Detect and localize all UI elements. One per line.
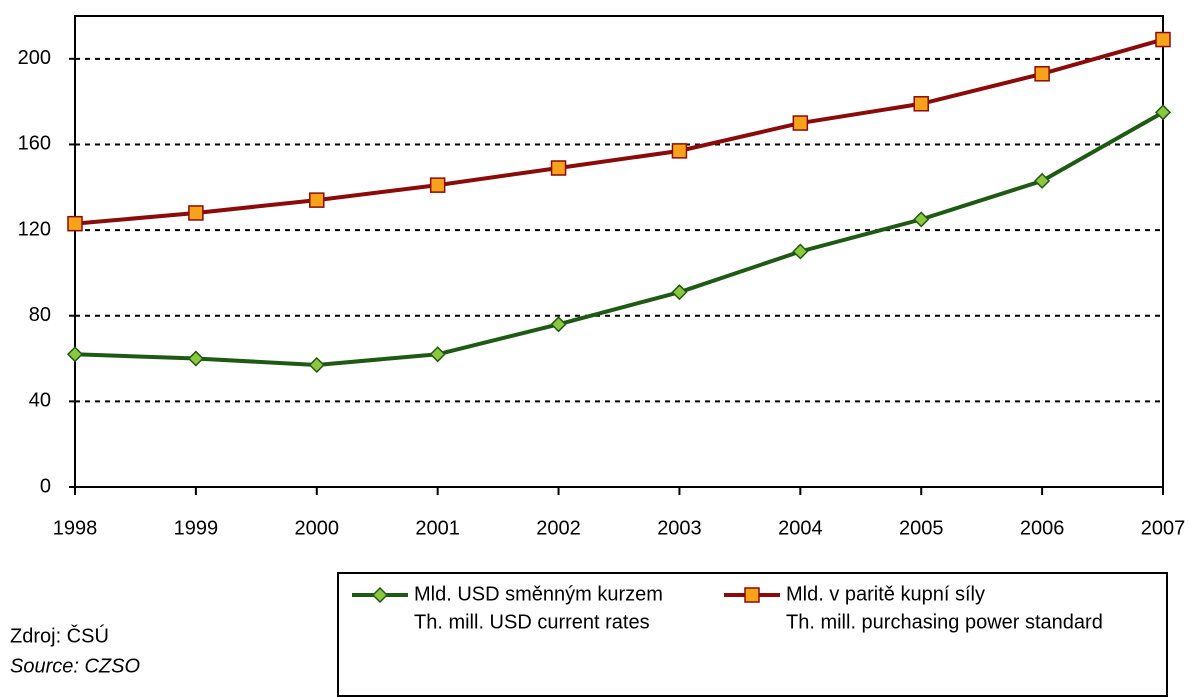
y-tick-label: 120 [18,218,51,240]
plot-area [74,15,1164,488]
marker [429,177,446,193]
source-en: Source: CZSO [10,655,140,677]
y-tick-label: 0 [40,475,51,497]
legend-label-en: Th. mill. purchasing power standard [786,611,1103,633]
marker [309,192,325,208]
y-tick-label: 80 [29,304,51,326]
marker [550,160,567,176]
x-tick-label: 2000 [295,517,340,539]
y-tick-label: 160 [18,133,51,155]
legend-label: Mld. USD směnným kurzem [414,583,663,605]
marker [1034,66,1050,82]
y-tick-label: 40 [29,390,51,412]
x-tick-label: 2006 [1020,517,1065,539]
legend-label-en: Th. mill. USD current rates [414,611,650,633]
x-tick-label: 1999 [174,517,219,539]
marker [308,356,325,374]
x-tick-label: 2001 [415,517,460,539]
x-tick-label: 2002 [536,517,581,539]
x-tick-label: 2005 [899,517,944,539]
marker [1034,172,1051,189]
marker [671,284,688,301]
marker [913,96,929,112]
marker [792,115,809,131]
marker [187,350,204,367]
marker [429,346,446,363]
x-tick-label: 2004 [778,517,823,539]
marker [188,205,204,221]
x-tick-label: 2003 [657,517,702,539]
marker [67,215,83,232]
series-line [74,37,1164,226]
marker [550,316,567,333]
legend-marker [371,586,389,604]
series-line [74,110,1164,367]
source: Zdroj: ČSÚ [10,624,109,647]
legend-label: Mld. v paritě kupní síly [786,583,985,605]
marker [913,211,930,228]
marker [792,243,809,260]
y-tick-label: 200 [18,47,51,69]
marker [671,143,688,159]
x-tick-label: 1998 [53,517,98,539]
marker [1155,31,1171,48]
legend-marker [744,587,760,603]
marker [1154,104,1172,121]
x-tick-label: 2007 [1141,517,1186,539]
marker [66,346,84,363]
